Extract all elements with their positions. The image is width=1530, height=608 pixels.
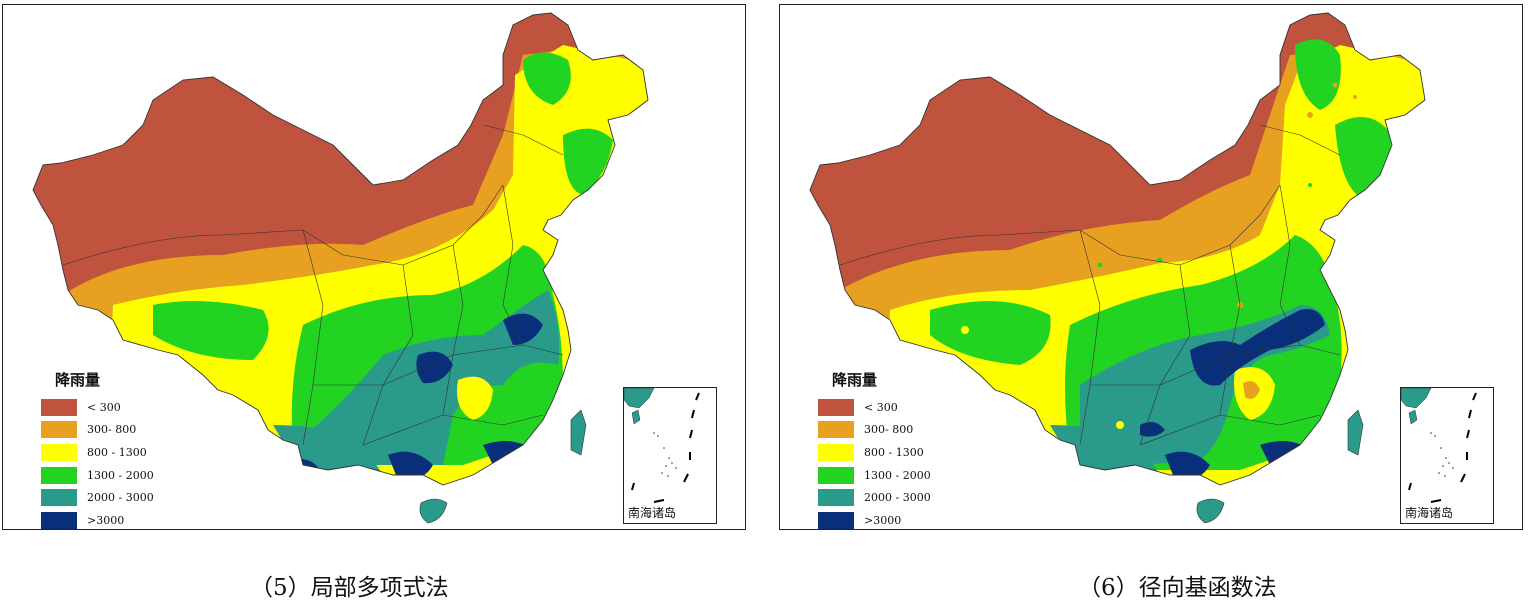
legend-swatch bbox=[818, 466, 854, 484]
legend-swatch bbox=[41, 398, 77, 416]
legend-item: 300- 800 bbox=[818, 419, 1018, 442]
map-panel-local-polynomial: 降雨量 < 300 300- 800 800 - 1300 1300 - 200… bbox=[2, 4, 746, 530]
legend-item: 800 - 1300 bbox=[41, 441, 241, 464]
legend-item: 1300 - 2000 bbox=[41, 464, 241, 487]
legend-label: 300- 800 bbox=[87, 423, 137, 437]
legend-label: < 300 bbox=[87, 400, 121, 414]
map-panel-radial-basis-function: 降雨量 < 300 300- 800 800 - 1300 1300 - 200… bbox=[779, 4, 1523, 530]
legend-item: >3000 bbox=[41, 509, 241, 529]
legend-swatch bbox=[41, 466, 77, 484]
legend-swatch bbox=[818, 489, 854, 507]
legend-swatch bbox=[818, 511, 854, 529]
legend-label: 1300 - 2000 bbox=[864, 468, 931, 482]
legend-item: 800 - 1300 bbox=[818, 441, 1018, 464]
legend-swatch bbox=[41, 511, 77, 529]
legend-swatch bbox=[818, 443, 854, 461]
legend: 降雨量 < 300 300- 800 800 - 1300 1300 - 200… bbox=[818, 369, 1018, 529]
caption-local-polynomial: （5）局部多项式法 bbox=[250, 575, 449, 601]
legend-label: 2000 - 3000 bbox=[864, 491, 931, 505]
legend-item: < 300 bbox=[41, 396, 241, 419]
legend-label: >3000 bbox=[87, 513, 125, 527]
legend-swatch bbox=[41, 489, 77, 507]
legend-swatch bbox=[41, 443, 77, 461]
inset-label: 南海诸岛 bbox=[628, 506, 677, 520]
legend-swatch bbox=[818, 398, 854, 416]
legend-label: 1300 - 2000 bbox=[87, 468, 154, 482]
south-china-sea-inset: 南海诸岛 bbox=[623, 387, 717, 524]
legend-swatch bbox=[818, 421, 854, 439]
legend-label: 300- 800 bbox=[864, 423, 914, 437]
china-rainfall-map bbox=[32, 12, 649, 524]
legend-item: 300- 800 bbox=[41, 419, 241, 442]
legend-label: 800 - 1300 bbox=[87, 445, 147, 459]
legend-item: 1300 - 2000 bbox=[818, 464, 1018, 487]
south-china-sea-inset: 南海诸岛 bbox=[1400, 387, 1494, 524]
legend: 降雨量 < 300 300- 800 800 - 1300 1300 - 200… bbox=[41, 369, 241, 529]
legend-item: 2000 - 3000 bbox=[818, 486, 1018, 509]
legend-label: 2000 - 3000 bbox=[87, 491, 154, 505]
inset-label: 南海诸岛 bbox=[1405, 506, 1454, 520]
china-rainfall-map bbox=[809, 12, 1426, 524]
legend-item: 2000 - 3000 bbox=[41, 486, 241, 509]
legend-item: < 300 bbox=[818, 396, 1018, 419]
legend-label: 800 - 1300 bbox=[864, 445, 924, 459]
caption-radial-basis-function: （6）径向基函数法 bbox=[1078, 575, 1277, 601]
legend-swatch bbox=[41, 421, 77, 439]
legend-title: 降雨量 bbox=[55, 371, 101, 389]
legend-item: >3000 bbox=[818, 509, 1018, 529]
legend-label: >3000 bbox=[864, 513, 902, 527]
inset-map bbox=[1400, 387, 1477, 503]
legend-title: 降雨量 bbox=[832, 371, 878, 389]
inset-map bbox=[623, 387, 700, 503]
legend-label: < 300 bbox=[864, 400, 898, 414]
